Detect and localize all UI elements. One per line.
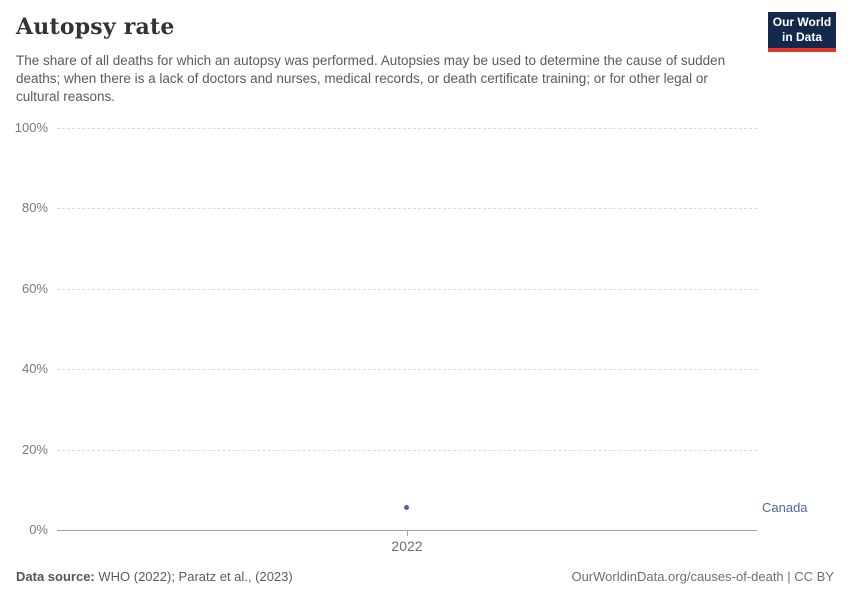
data-point-canada-2022[interactable] xyxy=(404,505,409,510)
data-source-value: WHO (2022); Paratz et al., (2023) xyxy=(94,569,293,584)
data-source-label: Data source: xyxy=(16,569,95,584)
gridline-100 xyxy=(57,128,757,129)
ytick-label-40: 40% xyxy=(21,361,48,376)
ytick-label-60: 60% xyxy=(21,281,48,296)
owid-logo[interactable]: Our World in Data xyxy=(768,12,836,52)
xtick-mark-2022 xyxy=(407,530,408,536)
gridline-80 xyxy=(57,208,757,209)
page-title: Autopsy rate xyxy=(16,14,175,40)
entity-label-canada[interactable]: Canada xyxy=(762,500,808,515)
license-link[interactable]: OurWorldinData.org/causes-of-death | CC … xyxy=(571,569,834,584)
gridline-60 xyxy=(57,289,757,290)
ytick-label-0: 0% xyxy=(29,522,48,537)
ytick-label-20: 20% xyxy=(21,442,48,457)
gridline-40 xyxy=(57,369,757,370)
ytick-label-100: 100% xyxy=(14,120,48,135)
gridline-20 xyxy=(57,450,757,451)
xtick-label-2022: 2022 xyxy=(391,538,423,554)
owid-logo-line2: in Data xyxy=(781,30,822,44)
chart-subtitle: The share of all deaths for which an aut… xyxy=(16,53,726,104)
data-source-note: Data source: WHO (2022); Paratz et al., … xyxy=(16,569,293,584)
ytick-label-80: 80% xyxy=(21,200,48,215)
owid-logo-line1: Our World xyxy=(772,15,832,29)
